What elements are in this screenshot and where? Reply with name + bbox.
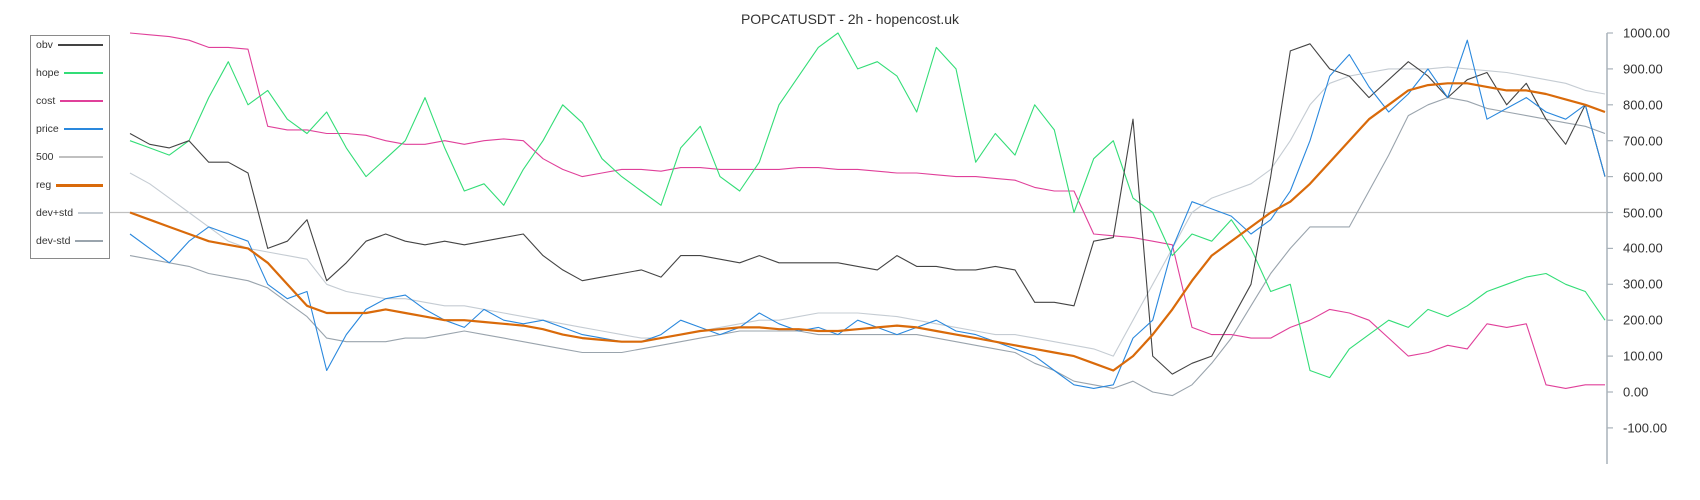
series-cost [129, 32, 1605, 389]
y-tick-label: 400.00 [1623, 240, 1663, 256]
legend-item-dev-plus-std[interactable]: dev+std [36, 204, 103, 222]
legend-swatch [60, 100, 103, 102]
series-layer [100, 32, 1607, 397]
y-tick-label: -100.00 [1623, 420, 1668, 436]
y-tick-label: 0.00 [1623, 384, 1649, 400]
legend-item-reg[interactable]: reg [36, 176, 103, 194]
y-tick-label: 300.00 [1623, 276, 1663, 292]
legend-item-obv[interactable]: obv [36, 36, 103, 54]
y-tick-label: 700.00 [1623, 133, 1663, 149]
y-tick-label: 1000.00 [1623, 25, 1670, 41]
legend: obv hope cost price 500 reg dev+std dev-… [30, 35, 110, 259]
y-tick-label: 200.00 [1623, 312, 1663, 328]
legend-item-price[interactable]: price [36, 120, 103, 138]
legend-swatch [78, 212, 103, 214]
y-tick-label: 600.00 [1623, 169, 1663, 185]
y-tick-label: 500.00 [1623, 205, 1663, 220]
series-hope [129, 32, 1606, 379]
series-reg [129, 82, 1606, 372]
legend-item-hope[interactable]: hope [36, 64, 103, 82]
legend-item-cost[interactable]: cost [36, 92, 103, 110]
series-dev-std [129, 97, 1606, 397]
chart-title: POPCATUSDT - 2h - hopencost.uk [740, 11, 960, 27]
y-axis [1606, 32, 1613, 464]
legend-swatch [56, 183, 103, 187]
y-tick-label: 900.00 [1623, 61, 1663, 77]
series-obv [129, 43, 1606, 375]
y-tick-label: 800.00 [1623, 97, 1663, 113]
series-price [129, 39, 1606, 389]
y-tick-label: 100.00 [1623, 348, 1663, 364]
legend-item-dev-minus-std[interactable]: dev-std [36, 232, 103, 250]
legend-swatch [64, 72, 103, 74]
legend-swatch [75, 240, 103, 242]
legend-item-500[interactable]: 500 [36, 148, 103, 166]
legend-swatch [57, 44, 103, 46]
legend-swatch [63, 128, 103, 130]
series-dev-plus-std [129, 66, 1606, 357]
legend-swatch [58, 156, 103, 158]
